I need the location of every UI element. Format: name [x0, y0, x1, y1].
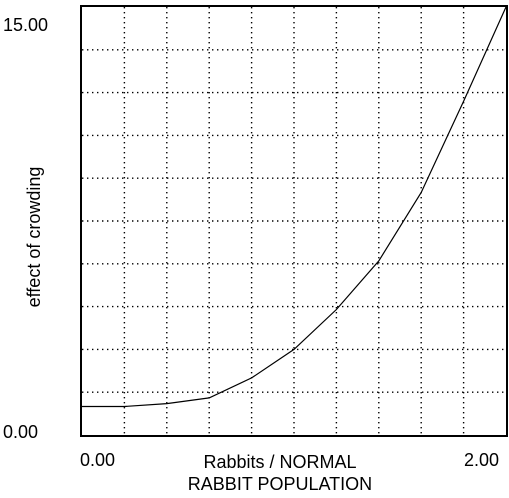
x-tick-label-max: 2.00 [464, 450, 499, 470]
grid [82, 7, 506, 435]
x-axis-label-line-1: Rabbits / NORMAL [203, 452, 356, 472]
y-tick-label-min: 0.00 [3, 422, 38, 442]
plot-frame [80, 5, 508, 437]
y-axis-label: effect of crowding [24, 167, 44, 308]
x-tick-label-min: 0.00 [80, 450, 115, 470]
y-tick-label-max: 15.00 [3, 15, 48, 35]
series-line [82, 6, 507, 408]
x-axis-label-line-2: RABBIT POPULATION [188, 474, 372, 494]
